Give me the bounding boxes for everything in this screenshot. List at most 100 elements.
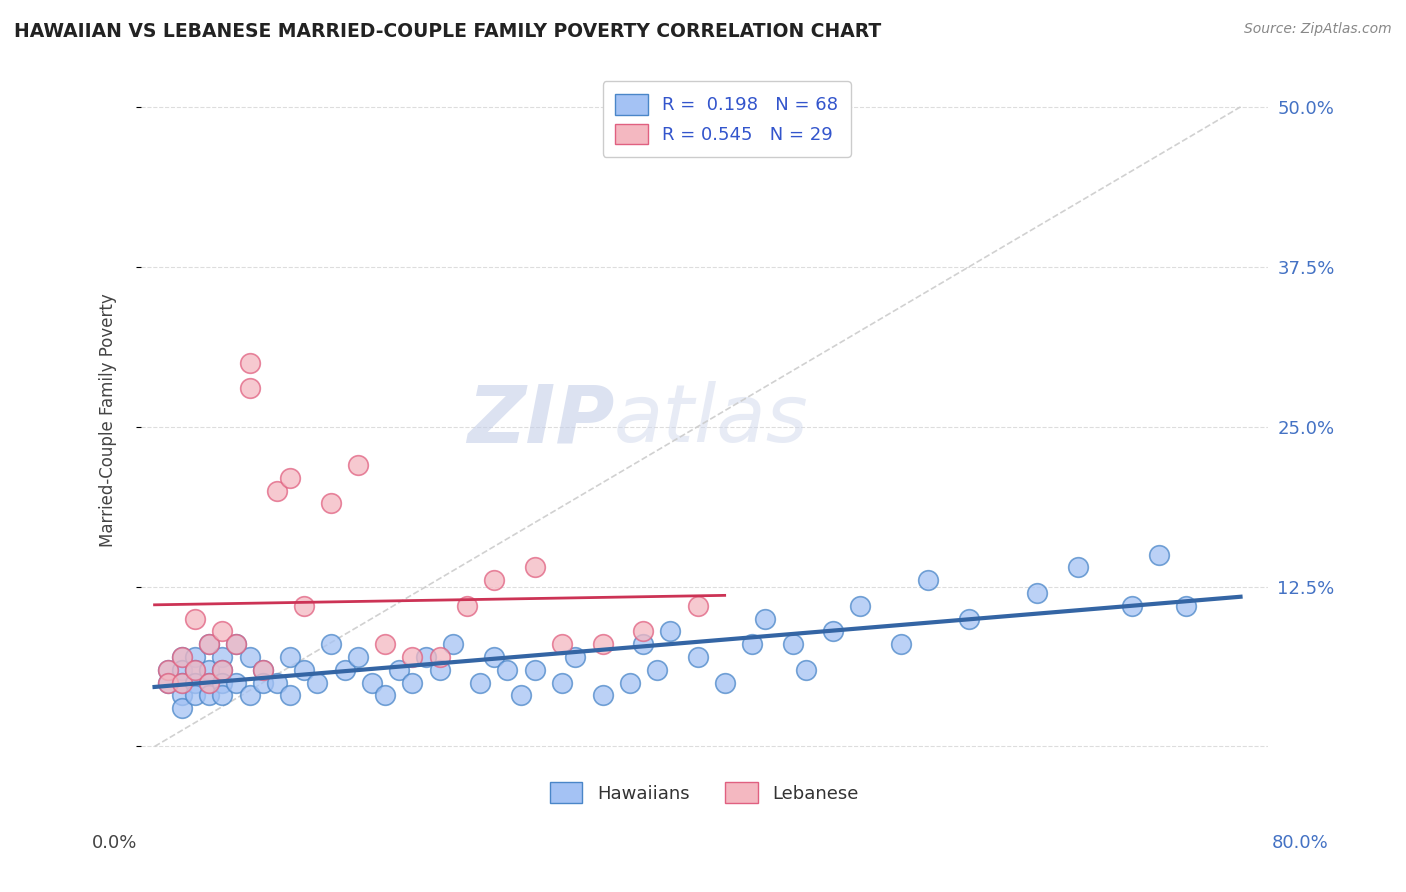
Point: [794, 663, 817, 677]
Point: [211, 675, 233, 690]
Point: [686, 599, 709, 613]
Point: [360, 675, 382, 690]
Point: [631, 637, 654, 651]
Point: [266, 675, 288, 690]
Text: 0.0%: 0.0%: [91, 834, 136, 852]
Point: [401, 675, 423, 690]
Point: [347, 458, 370, 472]
Point: [510, 689, 533, 703]
Point: [401, 649, 423, 664]
Point: [645, 663, 668, 677]
Point: [957, 611, 980, 625]
Point: [225, 675, 247, 690]
Point: [1121, 599, 1143, 613]
Point: [551, 637, 574, 651]
Point: [278, 689, 301, 703]
Point: [307, 675, 329, 690]
Point: [470, 675, 492, 690]
Point: [482, 573, 505, 587]
Point: [686, 649, 709, 664]
Point: [252, 663, 274, 677]
Point: [184, 611, 207, 625]
Text: ZIP: ZIP: [467, 381, 614, 459]
Point: [319, 637, 342, 651]
Point: [917, 573, 939, 587]
Point: [184, 663, 207, 677]
Point: [266, 483, 288, 498]
Point: [659, 624, 682, 639]
Point: [184, 689, 207, 703]
Point: [170, 689, 193, 703]
Text: HAWAIIAN VS LEBANESE MARRIED-COUPLE FAMILY POVERTY CORRELATION CHART: HAWAIIAN VS LEBANESE MARRIED-COUPLE FAMI…: [14, 22, 882, 41]
Point: [239, 381, 262, 395]
Point: [374, 689, 396, 703]
Point: [754, 611, 776, 625]
Point: [1147, 548, 1170, 562]
Point: [292, 599, 315, 613]
Point: [374, 637, 396, 651]
Point: [239, 356, 262, 370]
Point: [429, 663, 451, 677]
Point: [184, 663, 207, 677]
Y-axis label: Married-Couple Family Poverty: Married-Couple Family Poverty: [100, 293, 117, 547]
Point: [496, 663, 519, 677]
Point: [456, 599, 478, 613]
Point: [252, 675, 274, 690]
Point: [157, 663, 180, 677]
Point: [278, 649, 301, 664]
Point: [1175, 599, 1198, 613]
Point: [198, 689, 221, 703]
Point: [252, 663, 274, 677]
Point: [482, 649, 505, 664]
Point: [415, 649, 437, 664]
Legend: Hawaiians, Lebanese: Hawaiians, Lebanese: [537, 770, 872, 816]
Text: Source: ZipAtlas.com: Source: ZipAtlas.com: [1244, 22, 1392, 37]
Point: [198, 675, 221, 690]
Point: [631, 624, 654, 639]
Point: [523, 663, 546, 677]
Point: [333, 663, 356, 677]
Text: atlas: atlas: [614, 381, 808, 459]
Point: [429, 649, 451, 664]
Point: [239, 689, 262, 703]
Point: [823, 624, 845, 639]
Point: [741, 637, 763, 651]
Point: [551, 675, 574, 690]
Point: [170, 649, 193, 664]
Point: [170, 649, 193, 664]
Point: [564, 649, 586, 664]
Point: [198, 637, 221, 651]
Point: [388, 663, 411, 677]
Point: [211, 624, 233, 639]
Point: [184, 649, 207, 664]
Point: [157, 675, 180, 690]
Point: [211, 663, 233, 677]
Point: [170, 675, 193, 690]
Point: [592, 689, 614, 703]
Point: [1025, 586, 1047, 600]
Point: [523, 560, 546, 574]
Point: [890, 637, 912, 651]
Point: [592, 637, 614, 651]
Point: [211, 689, 233, 703]
Point: [211, 663, 233, 677]
Point: [441, 637, 464, 651]
Point: [278, 471, 301, 485]
Point: [1066, 560, 1088, 574]
Point: [782, 637, 804, 651]
Point: [347, 649, 370, 664]
Point: [619, 675, 641, 690]
Point: [292, 663, 315, 677]
Point: [198, 663, 221, 677]
Point: [713, 675, 735, 690]
Point: [849, 599, 872, 613]
Point: [157, 663, 180, 677]
Point: [170, 675, 193, 690]
Point: [184, 675, 207, 690]
Point: [211, 649, 233, 664]
Point: [198, 675, 221, 690]
Point: [170, 701, 193, 715]
Text: 80.0%: 80.0%: [1272, 834, 1329, 852]
Point: [225, 637, 247, 651]
Point: [225, 637, 247, 651]
